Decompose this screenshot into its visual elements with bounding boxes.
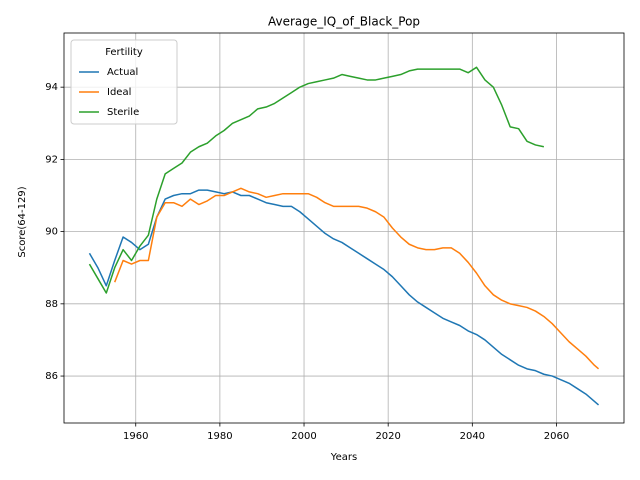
- y-tick-label: 90: [45, 227, 58, 238]
- x-tick-label: 2020: [375, 431, 400, 442]
- y-tick-label: 88: [45, 299, 58, 310]
- y-tick-label: 92: [45, 154, 58, 165]
- x-tick-label: 1980: [207, 431, 232, 442]
- x-axis-label: Years: [330, 452, 357, 463]
- legend-label: Sterile: [107, 107, 139, 118]
- x-tick-label: 1960: [123, 431, 148, 442]
- x-tick-label: 2040: [460, 431, 485, 442]
- y-tick-label: 94: [45, 82, 58, 93]
- chart-title: Average_IQ_of_Black_Pop: [268, 15, 420, 29]
- x-tick-label: 2060: [544, 431, 569, 442]
- y-axis-label: Score(64-129): [17, 186, 28, 257]
- legend-box: [70, 39, 178, 125]
- legend-label: Ideal: [107, 87, 131, 98]
- x-tick-label: 2000: [291, 431, 316, 442]
- y-tick-label: 86: [45, 371, 58, 382]
- line-series: [88, 189, 600, 406]
- legend-label: Actual: [107, 67, 138, 78]
- line-series: [88, 66, 545, 294]
- legend-title: Fertility: [105, 47, 143, 58]
- line-series: [114, 187, 600, 370]
- axes-frame: [63, 32, 625, 424]
